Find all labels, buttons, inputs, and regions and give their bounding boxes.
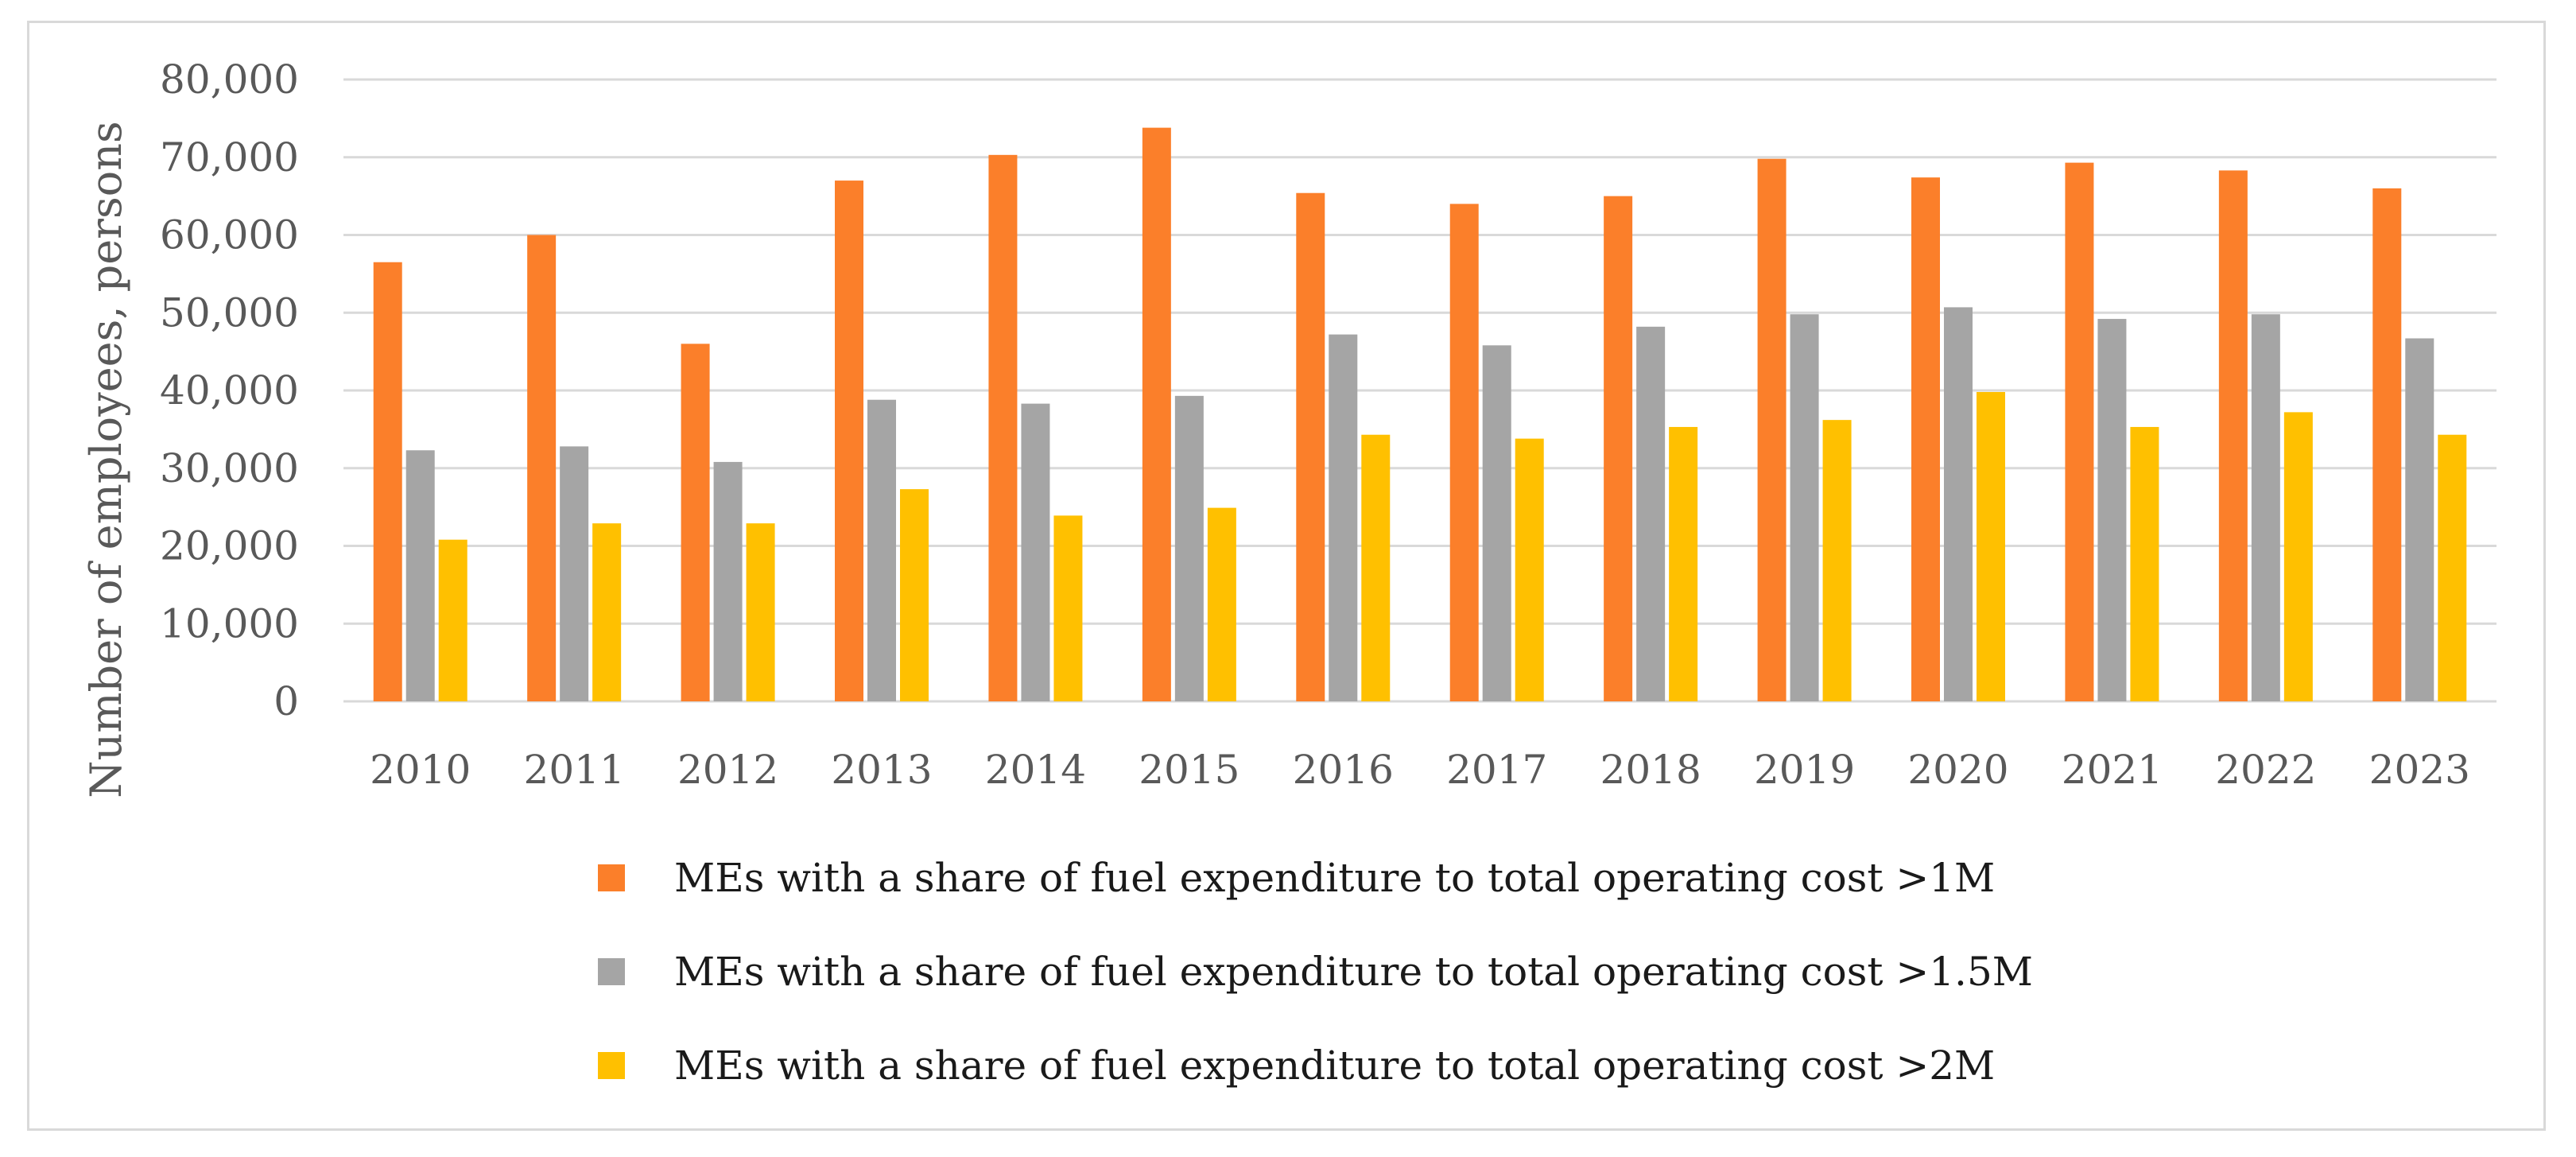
bar-2012-series-3 xyxy=(746,523,775,701)
bar-2017-series-2 xyxy=(1482,345,1511,701)
x-tick-label: 2014 xyxy=(985,747,1086,793)
bar-2016-series-3 xyxy=(1361,434,1391,701)
x-tick-label: 2011 xyxy=(524,747,625,793)
bar-2010-series-2 xyxy=(405,450,435,701)
legend-label-3: MEs with a share of fuel expenditure to … xyxy=(674,1042,1995,1089)
y-axis-title: Number of employees, persons xyxy=(81,121,131,798)
bar-2012-series-1 xyxy=(681,344,710,701)
bar-2013-series-2 xyxy=(867,399,896,701)
y-tick-label: 10,000 xyxy=(160,600,299,646)
bar-2013-series-3 xyxy=(900,489,929,701)
x-tick-label: 2015 xyxy=(1139,747,1240,793)
bar-2018-series-2 xyxy=(1636,326,1666,701)
bar-2010-series-3 xyxy=(438,539,467,701)
x-tick-label: 2010 xyxy=(370,747,471,793)
bar-2014-series-2 xyxy=(1021,403,1050,701)
x-tick-label: 2012 xyxy=(677,747,778,793)
x-axis-ticks: 2010 2011 2012 2013 2014 2015 2016 2017 2018 2019… xyxy=(370,747,2470,793)
legend: MEs with a share of fuel expenditure to … xyxy=(598,855,2033,1089)
bar-2023-series-3 xyxy=(2438,434,2467,701)
bar-2020-series-2 xyxy=(1944,307,1973,701)
bar-2022-series-2 xyxy=(2251,314,2280,701)
y-tick-label: 70,000 xyxy=(160,134,299,181)
y-axis-ticks: 0 10,000 20,000 30,000 40,000 50,000 60,000 70,… xyxy=(160,56,299,724)
bar-2011-series-1 xyxy=(527,235,557,701)
y-tick-label: 80,000 xyxy=(160,56,299,103)
bar-2017-series-1 xyxy=(1449,204,1479,701)
x-tick-label: 2023 xyxy=(2369,747,2470,793)
bar-2020-series-3 xyxy=(1977,391,2005,701)
y-tick-label: 60,000 xyxy=(160,212,299,258)
bar-2012-series-2 xyxy=(713,461,743,701)
x-tick-label: 2018 xyxy=(1600,747,1701,793)
bar-2015-series-1 xyxy=(1142,127,1171,702)
bar-2015-series-3 xyxy=(1207,507,1236,701)
y-tick-label: 30,000 xyxy=(160,445,299,491)
y-tick-label: 40,000 xyxy=(160,367,299,413)
x-tick-label: 2016 xyxy=(1293,747,1394,793)
bar-2013-series-1 xyxy=(835,181,863,701)
bar-2019-series-1 xyxy=(1757,158,1787,701)
y-tick-label: 0 xyxy=(274,678,299,724)
legend-swatch-3 xyxy=(598,1052,625,1079)
x-tick-label: 2019 xyxy=(1754,747,1855,793)
bar-2016-series-2 xyxy=(1329,334,1358,701)
bar-2023-series-2 xyxy=(2405,338,2434,701)
bar-2011-series-2 xyxy=(560,446,589,701)
bar-2022-series-1 xyxy=(2218,170,2248,701)
bar-2014-series-3 xyxy=(1053,515,1083,701)
bar-2020-series-1 xyxy=(1911,177,1940,702)
x-tick-label: 2020 xyxy=(1907,747,2008,793)
bar-2019-series-2 xyxy=(1790,314,1819,701)
legend-swatch-1 xyxy=(598,864,625,891)
bar-2018-series-3 xyxy=(1669,426,1698,701)
bar-2014-series-1 xyxy=(988,154,1018,701)
bar-2015-series-2 xyxy=(1174,395,1204,701)
x-tick-label: 2021 xyxy=(2062,747,2163,793)
bar-2018-series-1 xyxy=(1604,196,1633,701)
x-tick-label: 2022 xyxy=(2215,747,2316,793)
gridlines xyxy=(343,78,2496,703)
bars xyxy=(373,127,2467,702)
bar-2010-series-1 xyxy=(373,262,402,701)
legend-label-2: MEs with a share of fuel expenditure to … xyxy=(674,949,2033,995)
legend-label-1: MEs with a share of fuel expenditure to … xyxy=(674,855,1995,901)
x-tick-label: 2013 xyxy=(831,747,932,793)
bar-2016-series-1 xyxy=(1296,192,1325,702)
bar-2021-series-3 xyxy=(2130,426,2159,701)
bar-2023-series-1 xyxy=(2372,188,2402,702)
bar-2011-series-3 xyxy=(592,523,622,701)
y-tick-label: 50,000 xyxy=(160,289,299,336)
bar-2017-series-3 xyxy=(1515,438,1544,701)
bar-2019-series-3 xyxy=(1822,420,1852,701)
y-tick-label: 20,000 xyxy=(160,523,299,569)
legend-swatch-2 xyxy=(598,958,625,985)
bar-2022-series-3 xyxy=(2283,412,2313,701)
x-tick-label: 2017 xyxy=(1446,747,1547,793)
bar-2021-series-1 xyxy=(2065,162,2094,701)
bar-2021-series-2 xyxy=(2097,319,2127,701)
